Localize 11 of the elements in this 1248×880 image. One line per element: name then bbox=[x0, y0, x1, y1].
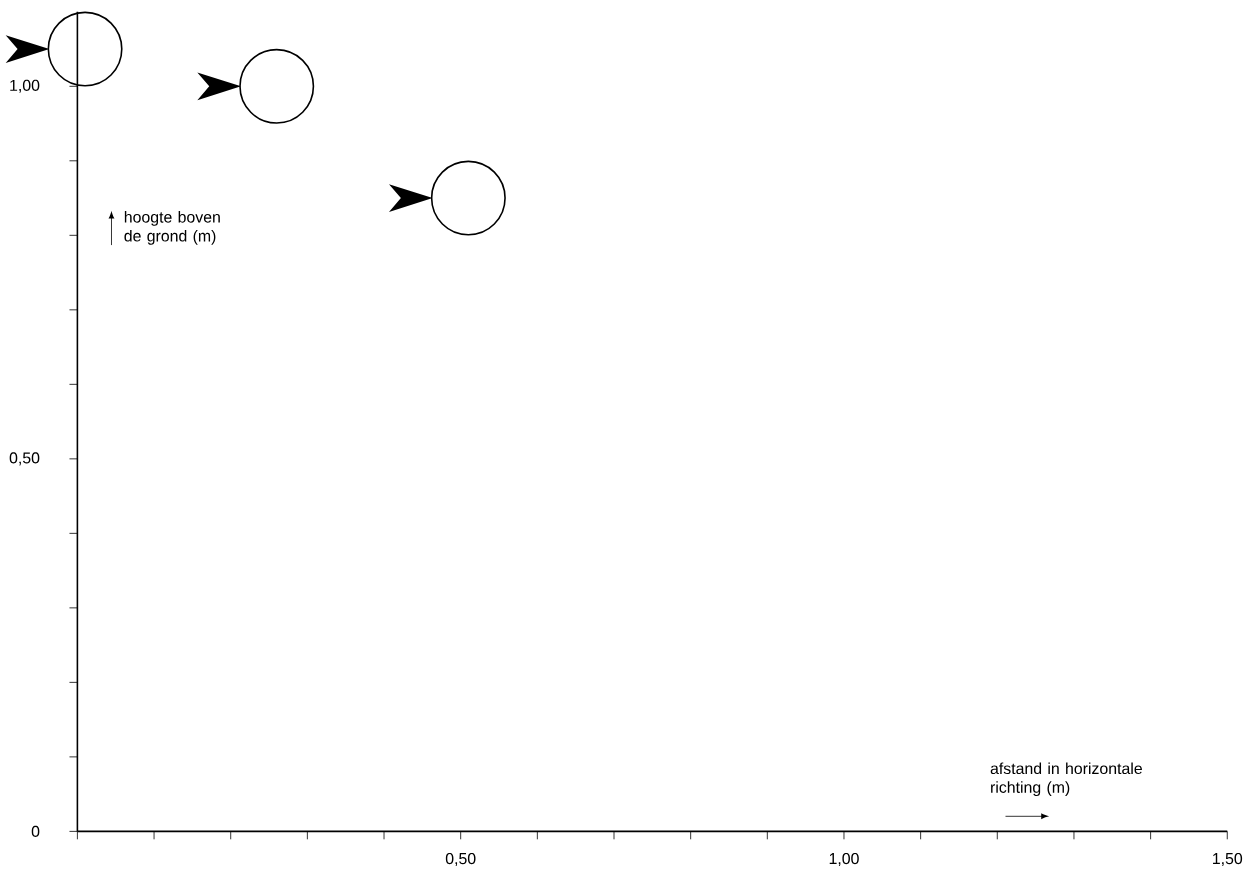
point bbox=[430, 160, 506, 236]
point bbox=[239, 48, 315, 124]
y-axis-title: hoogte boven de grond (m) bbox=[124, 211, 220, 245]
y-tick-label: 0,50 bbox=[9, 452, 40, 466]
y-tick-label: 1,00 bbox=[10, 79, 40, 93]
x-axis-title: afstand in horizontale richting (m) bbox=[990, 762, 1142, 797]
y-tick-label: 0 bbox=[31, 825, 40, 838]
x-tick-label: 0,50 bbox=[445, 852, 476, 867]
x-tick-label: 1,50 bbox=[1213, 852, 1243, 867]
point bbox=[47, 11, 123, 87]
x-tick-label: 1,00 bbox=[829, 852, 859, 867]
